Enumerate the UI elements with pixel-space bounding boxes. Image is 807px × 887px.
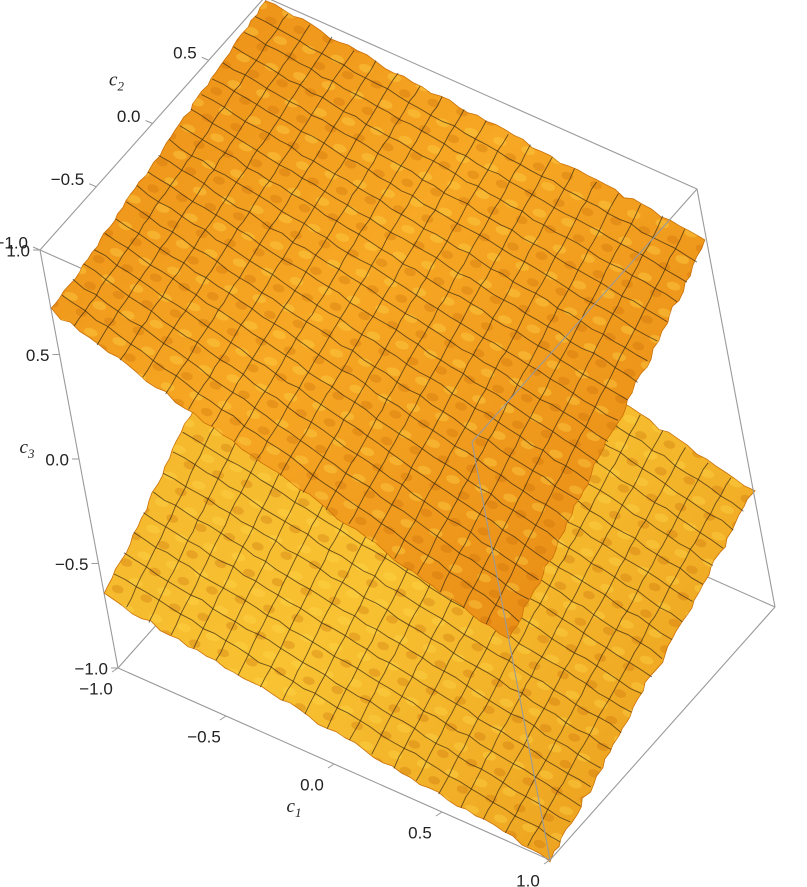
z-tick-label: 1.0 (6, 241, 30, 260)
mesh-line (462, 215, 664, 609)
box-edge (270, 0, 698, 190)
mesh-line (325, 144, 531, 511)
mesh-line (73, 13, 289, 327)
mesh-line (201, 94, 648, 362)
mesh-line (126, 201, 579, 501)
box-edge (471, 441, 551, 861)
mesh-line (438, 414, 641, 795)
mesh-line (439, 204, 642, 593)
mesh-line (254, 16, 698, 263)
mesh-line (142, 50, 355, 378)
mesh-line (302, 134, 509, 493)
mesh-line (234, 96, 443, 442)
x-tick-label: 0.5 (408, 823, 432, 842)
y-tick-label: −0.5 (51, 170, 85, 189)
mesh-line (394, 181, 597, 559)
x-tick (219, 715, 227, 721)
mesh-line (119, 36, 333, 361)
y-tick-label: 0.5 (173, 44, 197, 63)
z-tick-label: −0.5 (55, 555, 89, 574)
upper-surface (50, 0, 706, 640)
mesh-line (190, 108, 638, 383)
mesh-line (136, 185, 589, 482)
mesh-line (244, 32, 688, 283)
z-tick-label: 0.0 (45, 450, 69, 469)
z-tick-label: −1.0 (74, 659, 108, 678)
surfaces (50, 0, 756, 863)
mesh-line (233, 46, 678, 303)
axis-ticks (32, 56, 551, 865)
y-tick (32, 246, 41, 251)
box-edge (471, 188, 698, 443)
x-tick (435, 811, 443, 817)
mesh-line (485, 229, 686, 625)
x-tick-label: 1.0 (516, 871, 540, 887)
mesh-line (188, 72, 399, 410)
y-axis-label: c2 (109, 70, 124, 94)
mesh-line (104, 232, 559, 543)
mesh-line (158, 155, 609, 442)
mesh-line (165, 60, 377, 395)
mesh-line (348, 156, 553, 525)
mesh-line (179, 125, 628, 401)
y-tick (145, 120, 153, 124)
x-tick-label: −1.0 (79, 679, 113, 698)
y-tick-label: 0.0 (117, 107, 141, 126)
mesh-line (93, 249, 549, 562)
x-tick (111, 667, 119, 673)
box-front-edges (117, 188, 776, 861)
y-tick (201, 56, 209, 61)
mesh-line (212, 78, 658, 342)
x-tick-label: 0.0 (300, 775, 324, 794)
z-tick-label: 0.5 (26, 346, 50, 365)
mesh-line (182, 431, 632, 713)
mesh-line (169, 138, 618, 421)
mesh-line (123, 552, 571, 823)
mesh-line (279, 120, 487, 476)
mesh-line (460, 430, 664, 808)
mesh-line (371, 168, 575, 542)
box-edge (549, 606, 776, 861)
box-edge (696, 188, 776, 608)
axis-labels: −1.0−0.50.00.51.0−1.0−0.50.00.51.0−1.0−0… (0, 44, 540, 887)
z-axis-label: c3 (20, 437, 35, 461)
mesh-line (505, 462, 709, 834)
mesh-line (72, 278, 530, 600)
x-axis-label: c1 (287, 796, 302, 820)
mesh-line (527, 477, 732, 847)
y-tick-label: −1.0 (0, 233, 28, 252)
x-tick (543, 859, 551, 865)
mesh-line (482, 447, 686, 820)
x-tick (327, 763, 335, 769)
x-tick-label: −0.5 (187, 727, 221, 746)
mesh-line (96, 24, 311, 346)
mesh-line (417, 193, 619, 575)
y-tick (89, 183, 97, 188)
mesh-line (222, 62, 668, 323)
